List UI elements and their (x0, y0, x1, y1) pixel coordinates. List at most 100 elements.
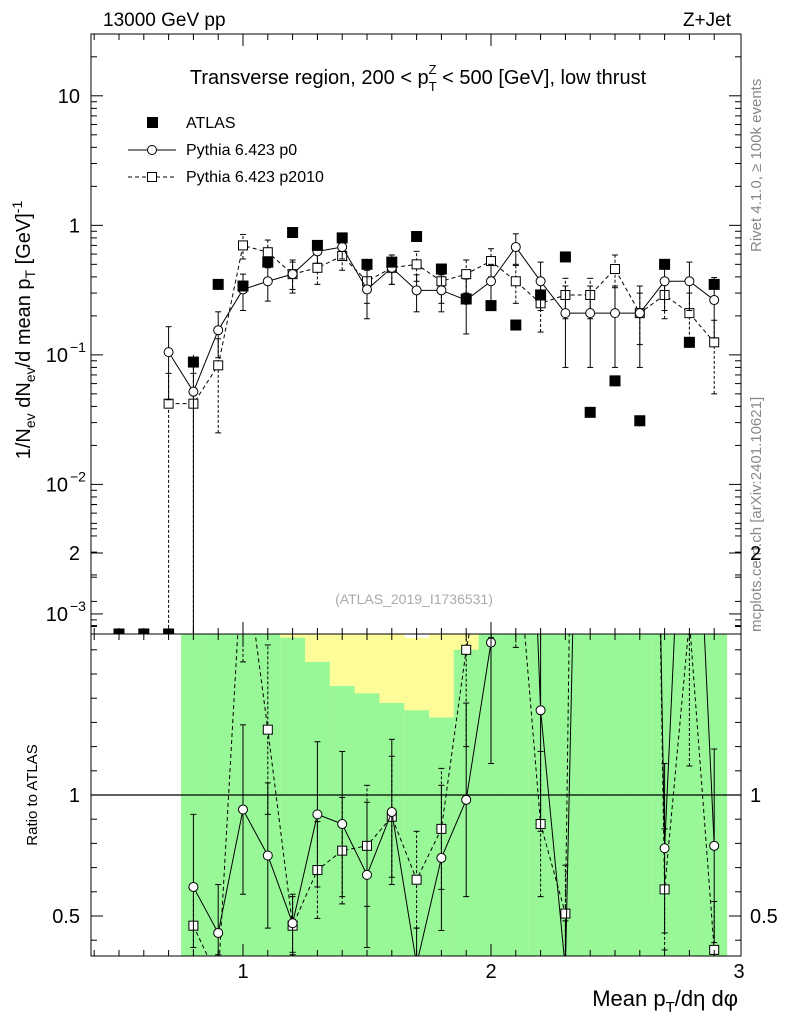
p2010-point (709, 337, 720, 348)
legend-atlas-label: ATLAS (186, 115, 236, 132)
atlas-point (311, 239, 323, 251)
p0-point (510, 242, 521, 253)
atlas-point (187, 356, 199, 368)
ratio-p2010-point (560, 908, 571, 919)
atlas-point (336, 232, 348, 244)
legend-p0-marker (147, 145, 157, 155)
atlas-point (237, 280, 249, 292)
ratio-p0-point (709, 840, 720, 851)
title-sup: Z (429, 62, 437, 77)
y-tick-label: 1 (69, 215, 80, 237)
atlas-point (559, 251, 571, 263)
y-tick-label-exponent: −2 (70, 468, 86, 484)
p0-point (362, 284, 372, 295)
p0-point (560, 308, 571, 319)
xlabel-a: Mean p (592, 986, 665, 1011)
ratio-p0-point (659, 843, 670, 854)
atlas-point (683, 336, 695, 348)
p0-point (659, 276, 670, 287)
atlas-point (212, 278, 224, 290)
x-tick-label: 3 (733, 961, 744, 983)
p0-point (436, 285, 447, 296)
p0-point (709, 295, 720, 306)
atlas-point (584, 406, 596, 418)
legend-p2010-marker (147, 172, 157, 182)
ratio-p0-point (287, 918, 298, 929)
legend-atlas-marker (147, 117, 158, 128)
x-tick-label: 2 (485, 961, 496, 983)
title-sub: T (429, 79, 437, 94)
ratio-p2010-point (461, 644, 472, 655)
ratio-y-tick-label: 1 (69, 785, 80, 807)
ratio-p2010-point (214, 974, 223, 983)
plot-title: Transverse region, 200 < pTZ < 500 [GeV]… (190, 62, 647, 94)
ratio-p0-point (461, 794, 472, 805)
y-tick-label-exponent: −1 (70, 339, 86, 355)
ratio-y-tick-label-right: 0.5 (750, 906, 778, 928)
p0-point (486, 276, 496, 287)
ratio-p0-point (362, 869, 372, 880)
energy-label: 13000 GeV pp (103, 10, 226, 31)
p0-point (337, 242, 348, 253)
y-tick-label-exponent: −3 (70, 598, 86, 614)
ratio-p0-point (386, 806, 397, 817)
ratio-p0-point (262, 850, 273, 861)
p0-point (287, 269, 298, 280)
ratio-p2010-point (411, 874, 422, 885)
atlas-point (708, 278, 720, 290)
atlas-point (535, 289, 547, 301)
legend: ATLAS Pythia 6.423 p0 Pythia 6.423 p2010 (128, 115, 324, 186)
p0-point (585, 308, 596, 319)
ratio-y-tick-label-right: 1 (750, 785, 761, 807)
p2010-point (238, 240, 248, 251)
p0-point (610, 308, 620, 319)
p0-point (634, 308, 645, 319)
mcplots-side-label: mcplots.cern.ch [arXiv:2401.10621] (748, 397, 765, 632)
ratio-p2010-point (262, 724, 273, 735)
atlas-point (510, 319, 522, 331)
rivet-side-label: Rivet 4.1.0, ≥ 100k events (748, 79, 765, 252)
xlabel-sub: T (666, 999, 675, 1016)
p0-point (163, 347, 174, 358)
atlas-point (659, 258, 671, 270)
ratio-p0-point (412, 960, 421, 969)
ratio-p0-line (192, 634, 715, 956)
p2010-point (461, 269, 472, 280)
p2010-point (163, 398, 174, 409)
ratio-p0-point (213, 927, 224, 938)
ratio-y-tick-label-right: 2 (750, 543, 761, 565)
ratio-p0-point (337, 819, 348, 830)
p0-point (262, 276, 273, 287)
x-axis-label: Mean pT/dη dφ (592, 986, 738, 1016)
x-tick-label: 1 (237, 961, 248, 983)
p2010-point (510, 276, 521, 287)
ratio-p0-point (238, 804, 248, 815)
atlas-point (411, 230, 423, 242)
p2010-point (262, 247, 273, 258)
y-tick-label: 10 (46, 604, 68, 626)
main-ylabel: 1/Nev dNev/d mean pT [GeV]-1 (9, 201, 38, 460)
atlas-point (287, 227, 299, 239)
ratio-p0-point (188, 881, 199, 892)
p2010-point (610, 264, 620, 275)
ratio-p0-point (436, 852, 447, 863)
ratio-p0-point (561, 965, 570, 974)
p2010-point (411, 259, 422, 270)
p0-point (213, 325, 224, 336)
ratio-p2010-line (192, 634, 715, 956)
title-text-a: Transverse region, 200 < p (190, 67, 429, 89)
atlas-point (361, 258, 373, 270)
title-text-b: < 500 [GeV], low thrust (437, 67, 647, 89)
main-panel (91, 34, 741, 634)
p0-point (684, 276, 695, 287)
ratio-p0-point (312, 809, 323, 820)
atlas-point (634, 415, 646, 427)
p2010-point (213, 360, 224, 371)
analysis-id: (ATLAS_2019_I1736531) (335, 591, 493, 607)
atlas-point (609, 375, 621, 387)
ratio-y-tick-label: 2 (69, 543, 80, 565)
atlas-point (485, 300, 497, 312)
atlas-point (386, 256, 398, 268)
y-tick-label: 10 (58, 86, 80, 108)
